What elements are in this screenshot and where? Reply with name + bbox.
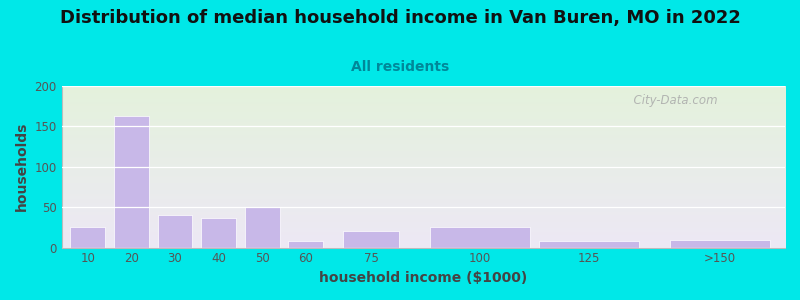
Text: City-Data.com: City-Data.com (626, 94, 718, 107)
Bar (114, 116, 149, 248)
Bar (70, 227, 106, 248)
Y-axis label: households: households (15, 122, 29, 212)
X-axis label: household income ($1000): household income ($1000) (319, 271, 527, 285)
Bar (158, 215, 192, 247)
Bar (245, 207, 279, 248)
Bar (539, 241, 639, 248)
Bar (342, 231, 399, 248)
Bar (201, 218, 236, 247)
Text: All residents: All residents (351, 60, 449, 74)
Bar (288, 241, 323, 248)
Bar (670, 239, 770, 247)
Bar (430, 227, 530, 248)
Text: Distribution of median household income in Van Buren, MO in 2022: Distribution of median household income … (59, 9, 741, 27)
